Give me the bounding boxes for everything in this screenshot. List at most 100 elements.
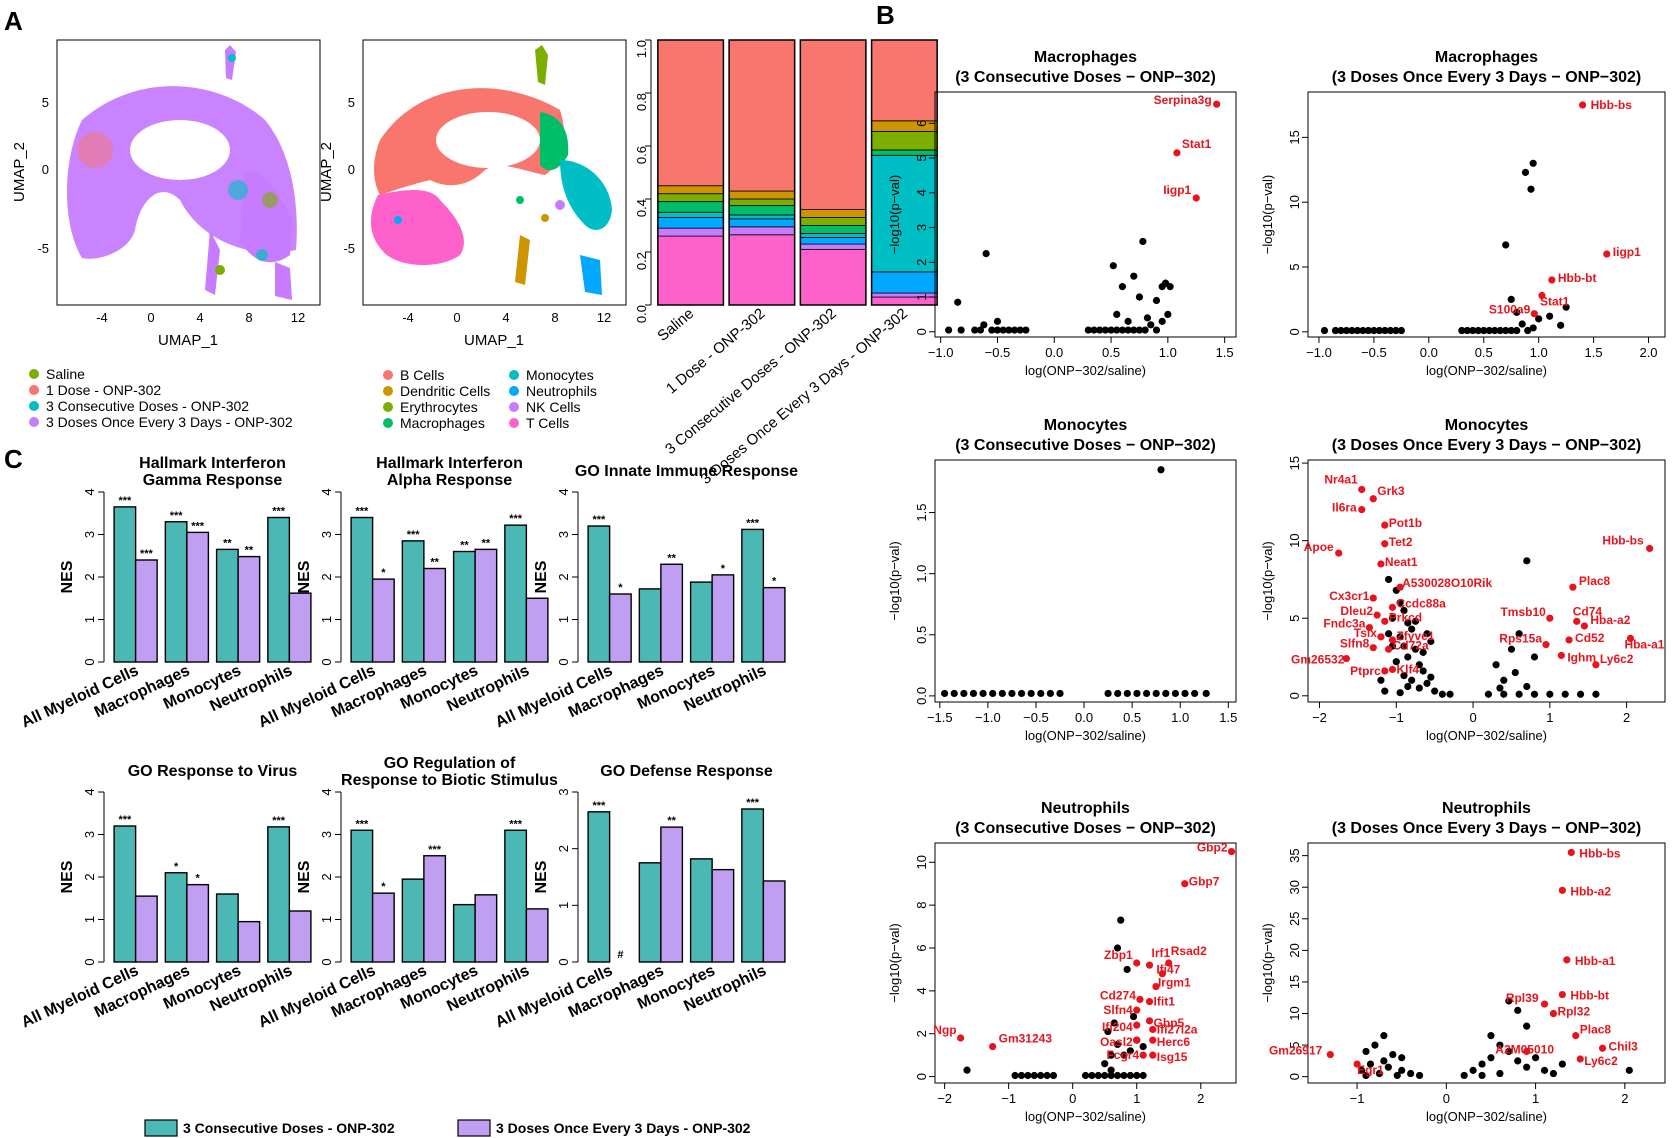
volcano-point: [1362, 1071, 1370, 1080]
volcano-point: [1529, 159, 1537, 167]
volcano-point: [1101, 1060, 1109, 1068]
volcano-point: [1502, 241, 1510, 249]
volcano-point: [999, 326, 1007, 334]
volcano-point: [1084, 326, 1092, 334]
volcano-gene-label: Ptprc: [1350, 664, 1381, 678]
gsea-title: Hallmark Interferon: [376, 455, 523, 472]
stacked-bar-segment: [799, 237, 867, 245]
volcano-point: [1389, 1050, 1397, 1059]
gsea-bar: [186, 531, 210, 663]
stacked-bar-segment: [871, 154, 938, 273]
volcano-point: [1415, 661, 1423, 669]
gsea-bar: [134, 895, 158, 963]
svg-text:-4: -4: [96, 310, 108, 325]
volcano-gene-label: Plac8: [1579, 574, 1611, 588]
stacked-y-tick-label: 0.6: [634, 146, 649, 164]
volcano-sig-point: [1181, 880, 1189, 888]
volcano-point: [1016, 326, 1024, 334]
volcano-point: [1411, 645, 1420, 653]
volcano-y-tick-label: 5: [914, 154, 929, 161]
volcano-point: [954, 298, 962, 306]
volcano-xlabel: log(ONP−302/saline): [1426, 1109, 1547, 1124]
volcano-point: [1104, 689, 1112, 698]
volcano-gene-label: Cd274: [1100, 988, 1136, 1002]
gsea-ylabel: NES: [533, 560, 550, 593]
volcano-point: [1143, 314, 1152, 322]
gsea-sig-label: **: [482, 537, 491, 549]
gsea-sig-label: ***: [509, 818, 523, 830]
volcano-gene-label: Chil3: [1609, 1039, 1639, 1053]
volcano-x-tick-label: −0.5: [1361, 345, 1387, 360]
gsea-bar: [711, 868, 735, 963]
stacked-y-tick-label: 0.4: [634, 199, 649, 217]
gsea-y-tick-label: 2: [319, 573, 334, 580]
volcano-y-tick-label: 5: [1287, 263, 1302, 270]
gsea-title: GO Response to Virus: [128, 763, 298, 780]
volcano-point: [1362, 1047, 1370, 1056]
volcano-sig-point: [1158, 970, 1166, 978]
volcano-title: Macrophages: [1034, 49, 1137, 66]
volcano-gene-label: Gbp2: [1197, 841, 1228, 855]
volcano-point: [1419, 667, 1427, 675]
volcano-gene-label: Hba-a2: [1590, 613, 1630, 627]
volcano-point: [1562, 303, 1570, 311]
volcano-point: [1487, 1054, 1495, 1062]
volcano-point: [1496, 684, 1504, 692]
volcano-point: [957, 326, 965, 334]
volcano-point: [1337, 326, 1345, 335]
gsea-ylabel: NES: [296, 560, 313, 593]
volcano-point: [1431, 687, 1439, 695]
volcano-point: [1523, 682, 1531, 691]
volcano-sig-point: [1381, 667, 1389, 675]
volcano-gene-label: Fcgr4: [1106, 1048, 1139, 1062]
stacked-bar-segment: [657, 185, 724, 195]
volcano-point: [1126, 1071, 1134, 1080]
volcano-point: [1505, 997, 1513, 1005]
stacked-y-tick-label: 1.0: [634, 40, 649, 58]
gsea-bar: [164, 872, 188, 963]
volcano-y-tick-label: 0.5: [914, 626, 929, 644]
volcano-point: [988, 326, 996, 334]
volcano-point: [1139, 1042, 1147, 1051]
volcano-point: [1427, 637, 1435, 646]
volcano-point: [1396, 599, 1404, 607]
gsea-bar: [237, 920, 261, 963]
stacked-bar-segment: [728, 214, 796, 220]
volcano-point: [1120, 1051, 1128, 1059]
volcano-point: [1152, 326, 1161, 334]
volcano-point: [1158, 317, 1166, 325]
volcano-gene-label: Rpl39: [1506, 991, 1539, 1005]
volcano-point: [1404, 682, 1412, 691]
volcano-point: [1024, 1071, 1032, 1080]
volcano-sig-point: [1335, 549, 1343, 557]
volcano-point: [1524, 326, 1532, 335]
volcano-subtitle: (3 Consecutive Doses − ONP−302): [955, 820, 1216, 837]
volcano-y-tick-label: 8: [914, 902, 929, 909]
volcano-gene-label: Slfn4: [1103, 1003, 1133, 1017]
volcano-sig-point: [1133, 1006, 1141, 1014]
volcano-x-tick-label: 0.5: [1475, 345, 1493, 360]
stacked-bar-segment: [799, 243, 867, 250]
svg-text:-5: -5: [37, 241, 49, 256]
volcano-point: [969, 689, 978, 698]
volcano-sig-point: [1377, 560, 1385, 568]
volcano-y-tick-label: 1: [914, 293, 929, 300]
volcano-point: [1523, 1022, 1531, 1030]
volcano-point: [1446, 690, 1454, 698]
volcano-sig-point: [1576, 1055, 1584, 1063]
volcano-point: [1056, 689, 1064, 698]
volcano-gene-label: Ighm: [1567, 650, 1596, 664]
gsea-bar: [587, 525, 611, 663]
volcano-point: [1400, 606, 1408, 615]
volcano-point: [1364, 326, 1373, 335]
stacked-bar-segment: [799, 225, 867, 234]
volcano-point: [1157, 466, 1165, 474]
gsea-y-tick-label: 4: [556, 488, 571, 495]
volcano-point: [1114, 689, 1122, 698]
volcano-point: [1400, 642, 1408, 650]
stacked-bar-segment: [657, 211, 724, 218]
volcano-point: [1164, 310, 1172, 319]
